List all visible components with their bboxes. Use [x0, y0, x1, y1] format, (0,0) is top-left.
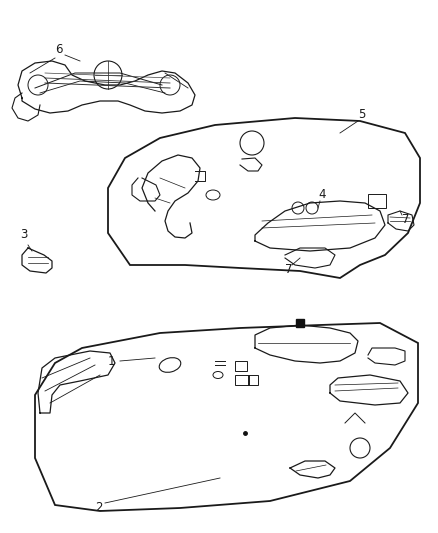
- Bar: [368, 194, 386, 208]
- Text: 3: 3: [20, 228, 27, 241]
- Text: 5: 5: [358, 108, 365, 121]
- Text: 1: 1: [108, 355, 116, 368]
- Text: 6: 6: [55, 43, 63, 56]
- Bar: [248, 375, 258, 385]
- Text: 2: 2: [95, 501, 102, 514]
- Bar: [235, 361, 247, 371]
- Text: 7: 7: [285, 263, 293, 276]
- Text: 7: 7: [402, 213, 410, 226]
- Bar: [235, 375, 249, 385]
- Text: 4: 4: [318, 188, 325, 201]
